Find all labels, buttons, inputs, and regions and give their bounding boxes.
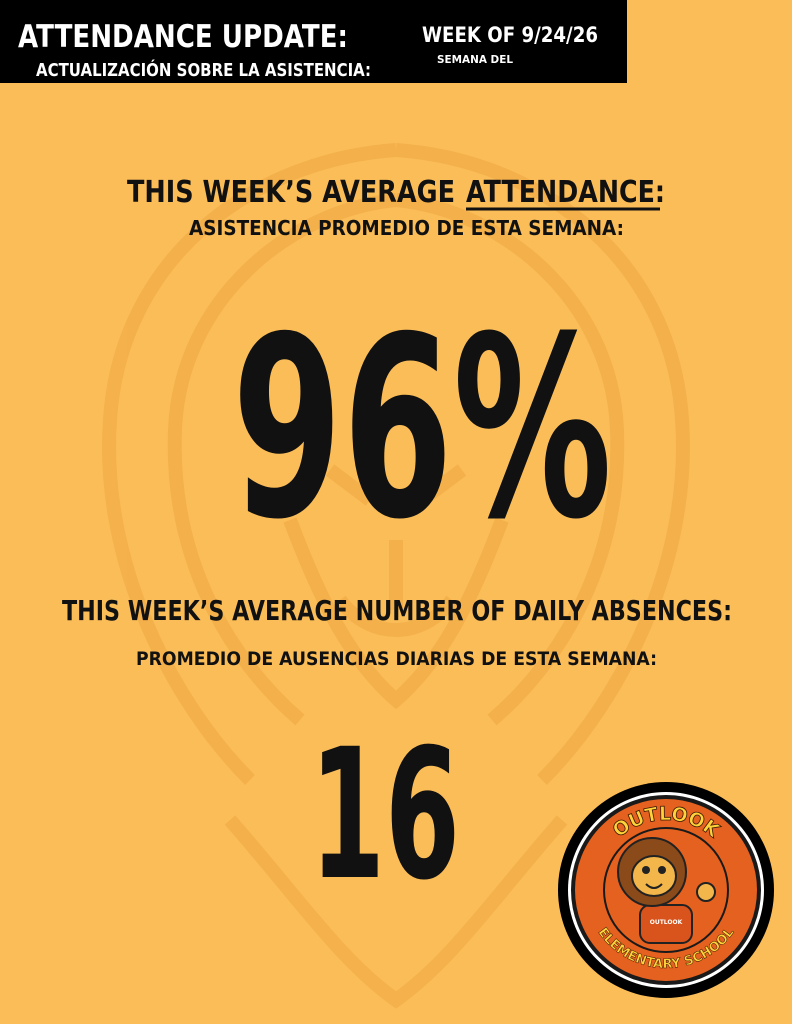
absences-heading: THIS WEEK’S AVERAGE NUMBER OF DAILY ABSE… — [62, 594, 732, 627]
attendance-value: 96% — [232, 283, 612, 574]
attendance-heading-emphasis: ATTENDANCE: — [466, 175, 665, 210]
shirt-text: OUTLOOK — [650, 919, 683, 926]
header-week-es: SEMANA DEL — [437, 53, 513, 66]
header-week: WEEK OF 9/24/26 — [422, 23, 598, 47]
lion-watermark — [102, 143, 690, 1009]
mascot-shirt — [639, 904, 693, 944]
mascot-thumb — [696, 882, 716, 902]
mascot-face — [631, 855, 677, 897]
header-title: ATTENDANCE UPDATE: — [18, 19, 348, 55]
mascot-smile — [645, 883, 663, 889]
mascot-eye — [642, 866, 650, 874]
mascot-eye — [658, 866, 666, 874]
attendance-heading: THIS WEEK’S AVERAGE — [127, 175, 455, 210]
logo-inner-border — [603, 827, 729, 953]
school-logo: OUTLOOK ELEMENTARY SCHOOL OUTLOOK — [558, 782, 774, 998]
header-title-es: ACTUALIZACIÓN SOBRE LA ASISTENCIA: — [36, 59, 371, 81]
attendance-heading-es: ASISTENCIA PROMEDIO DE ESTA SEMANA: — [189, 216, 624, 240]
header-bar — [0, 0, 627, 83]
absences-heading-es: PROMEDIO DE AUSENCIAS DIARIAS DE ESTA SE… — [136, 648, 657, 670]
absences-value: 16 — [310, 711, 460, 920]
lion-mascot: OUTLOOK — [617, 837, 716, 944]
